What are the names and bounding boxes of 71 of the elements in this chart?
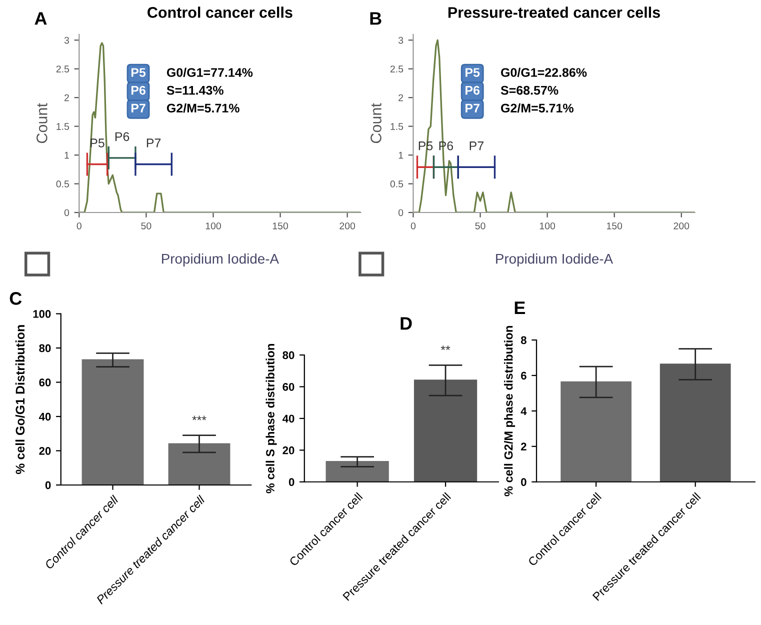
y-tick-label: 0 [288, 478, 294, 486]
annotation: P5 [131, 68, 146, 77]
x-tick-label: 150 [606, 222, 622, 230]
y-tick-label: 1 [64, 152, 69, 159]
y-tick-label: 80 [39, 344, 51, 352]
y-axis-title: Count [36, 103, 48, 144]
annotation: P7 [131, 104, 146, 112]
annotation: S=68.57% [500, 86, 558, 95]
text: A [34, 12, 47, 25]
annotation: *** [192, 416, 206, 420]
y-tick-label: 2 [398, 94, 404, 102]
annotation: G0/G1=22.86% [501, 68, 587, 78]
x-tick-label: 200 [340, 222, 356, 230]
x-tick-label: 100 [540, 222, 556, 230]
annotation: S=11.43% [166, 86, 224, 95]
chart-title: Pressure-treated cancer cells [448, 6, 660, 18]
x-tick-label: 50 [141, 222, 152, 230]
y-tick-label: 4 [520, 407, 527, 415]
x-axis-title: Propidium Iodide-A [162, 254, 279, 266]
y-tick-label: 60 [39, 378, 51, 386]
y-tick-label: 0 [398, 209, 404, 216]
y-tick-label: 0 [64, 209, 70, 216]
annotation: G2/M=5.71% [166, 103, 240, 113]
y-tick-label: 0.5 [56, 180, 70, 188]
text: E [514, 302, 526, 314]
y-tick-label: 0 [521, 478, 526, 486]
annotation: P5 [466, 68, 480, 77]
y-axis-title: % cell S phase distribution [266, 344, 277, 494]
y-tick-label: 8 [520, 336, 526, 344]
x-axis-title: Propidium Iodide-A [496, 254, 614, 266]
series-label: P7 [470, 142, 484, 150]
y-tick-label: 2.5 [56, 66, 70, 72]
text: C [10, 292, 22, 305]
x-tick-label: 100 [206, 222, 221, 230]
y-tick-label: 0.5 [390, 180, 404, 188]
y-tick-label: 40 [38, 412, 51, 421]
text: D [400, 317, 412, 330]
y-tick-label: 3 [398, 36, 404, 44]
y-tick-label: 2.5 [390, 66, 404, 72]
y-tick-label: 20 [282, 446, 294, 454]
y-axis-title: % cell Go/G1 Distribution [15, 325, 25, 474]
x-tick-label: 0 [410, 222, 416, 230]
text: ** [440, 346, 450, 350]
annotation: G0/G1=77.14% [166, 68, 253, 78]
x-tick-label: 150 [272, 222, 288, 230]
y-axis-title: Count [370, 103, 382, 144]
annotation: P6 [131, 86, 146, 95]
x-tick-label: 200 [674, 222, 690, 230]
x-tick-label: 50 [475, 222, 486, 230]
y-tick-label: 2 [520, 442, 526, 450]
text: B [370, 12, 382, 25]
chart-title: Control cancer cells [148, 6, 292, 18]
annotation: P7 [466, 104, 480, 112]
series-label: P6 [115, 132, 130, 142]
y-tick-label: 1 [398, 152, 404, 159]
y-tick-label: 60 [282, 382, 294, 391]
y-tick-label: 40 [282, 414, 294, 423]
y-tick-label: 20 [39, 447, 51, 455]
series-label: P7 [146, 138, 161, 148]
annotation: P6 [466, 86, 480, 95]
y-tick-label: 80 [282, 351, 294, 360]
y-tick-label: 2 [64, 94, 69, 102]
y-tick-label: 100 [33, 310, 51, 318]
y-tick-label: 1.5 [390, 123, 404, 130]
annotation: G2/M=5.71% [501, 103, 574, 113]
x-tick-label: 0 [76, 222, 82, 230]
y-tick-label: 6 [521, 372, 526, 380]
y-tick-label: 1.5 [56, 123, 70, 130]
y-axis-title: % cell G2/M phase distribution [504, 326, 516, 496]
y-tick-label: 0 [45, 481, 51, 490]
y-tick-label: 3 [64, 36, 69, 44]
